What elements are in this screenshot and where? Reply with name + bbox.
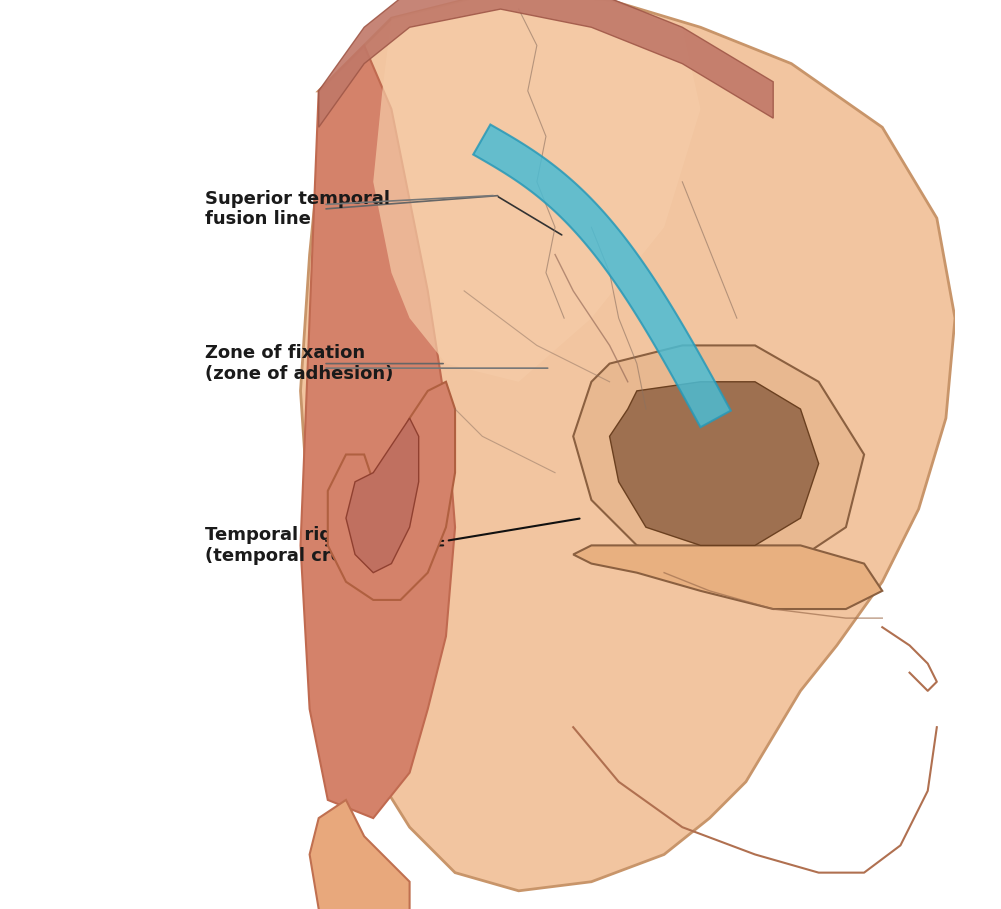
Polygon shape xyxy=(373,0,701,382)
Polygon shape xyxy=(300,0,955,891)
Polygon shape xyxy=(574,345,864,564)
Polygon shape xyxy=(318,0,773,127)
Polygon shape xyxy=(574,545,882,609)
Polygon shape xyxy=(327,382,455,600)
Polygon shape xyxy=(309,800,409,909)
Polygon shape xyxy=(346,418,418,573)
Text: Zone of fixation
(zone of adhesion): Zone of fixation (zone of adhesion) xyxy=(205,345,393,383)
Text: Temporal ridge
(temporal crest): Temporal ridge (temporal crest) xyxy=(205,526,370,564)
Text: Superior temporal
fusion line: Superior temporal fusion line xyxy=(205,190,390,228)
Polygon shape xyxy=(610,382,819,545)
Polygon shape xyxy=(300,45,455,818)
Polygon shape xyxy=(473,125,731,427)
